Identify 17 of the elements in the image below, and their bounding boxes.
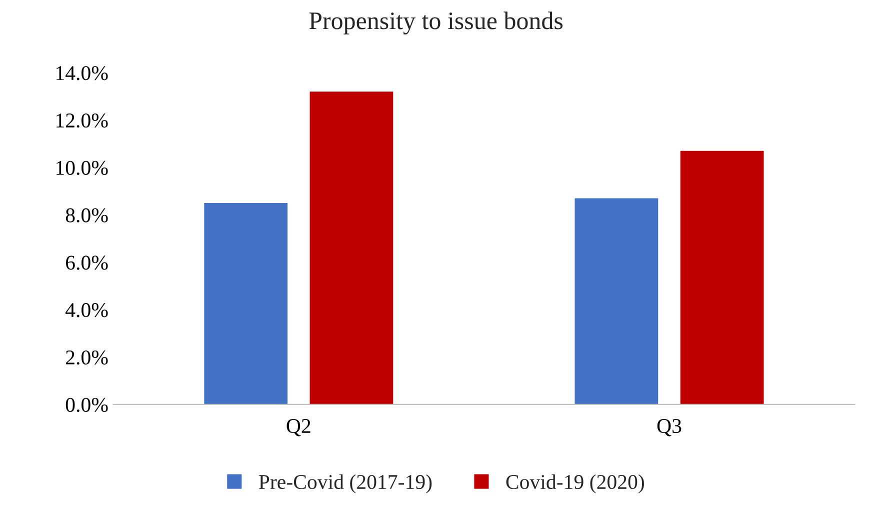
- y-tick-label: 4.0%: [66, 303, 108, 318]
- y-tick-label: 8.0%: [66, 208, 108, 222]
- chart-title: Propensity to issue bonds: [309, 12, 563, 34]
- bar: [680, 150, 764, 404]
- y-tick-label: 2.0%: [66, 350, 108, 365]
- x-tick-label: Q3: [657, 419, 682, 436]
- y-tick-label: 10.0%: [56, 160, 108, 176]
- bar: [310, 92, 394, 404]
- y-tick-label: 12.0%: [56, 113, 108, 128]
- bar: [574, 198, 658, 404]
- bar: [204, 203, 288, 404]
- y-tick-label: 6.0%: [66, 256, 108, 270]
- y-tick-label: 0.0%: [66, 398, 108, 412]
- legend-label: Pre-Covid (2017-19): [258, 474, 432, 494]
- y-tick-label: 14.0%: [56, 66, 108, 80]
- x-tick-label: Q2: [286, 419, 310, 436]
- legend-label: Covid-19 (2020): [506, 474, 644, 494]
